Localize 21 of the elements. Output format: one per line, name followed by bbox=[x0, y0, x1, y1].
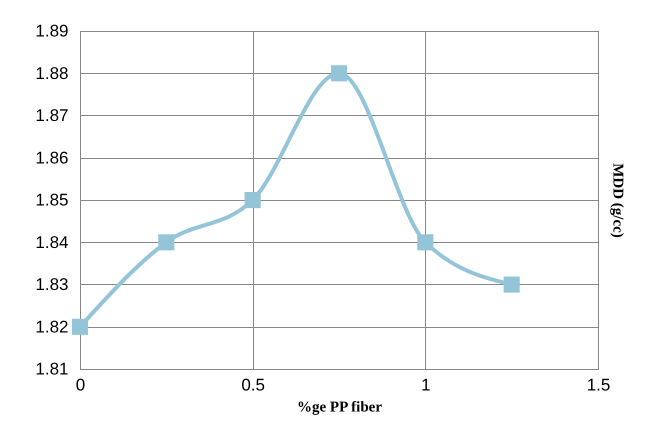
y-tick-label: 1.82 bbox=[35, 317, 68, 336]
point bbox=[158, 234, 174, 250]
x-tick-label: 1 bbox=[421, 376, 431, 394]
x-tick-label: 0 bbox=[76, 376, 86, 394]
point bbox=[72, 318, 88, 335]
point bbox=[504, 276, 520, 293]
y-tick-label: 1.86 bbox=[35, 148, 68, 168]
y-tick-label: 1.88 bbox=[35, 64, 68, 83]
y-tick-label: 1.81 bbox=[35, 360, 68, 378]
y-tick-label: 1.87 bbox=[35, 106, 68, 125]
y-axis-title: MDD (g/cc) bbox=[610, 163, 626, 238]
point bbox=[244, 192, 261, 208]
y-tick-label: 1.85 bbox=[35, 190, 68, 210]
x-tick-label: 1.5 bbox=[586, 376, 610, 394]
point bbox=[330, 65, 348, 82]
x-axis-title: %ge PP fiber bbox=[297, 400, 382, 416]
y-tick-label: 1.89 bbox=[35, 22, 68, 40]
y-tick-label: 1.84 bbox=[35, 232, 68, 252]
x-tick-label: 0.5 bbox=[241, 376, 265, 394]
point bbox=[417, 234, 434, 250]
y-tick-label: 1.83 bbox=[35, 275, 68, 294]
